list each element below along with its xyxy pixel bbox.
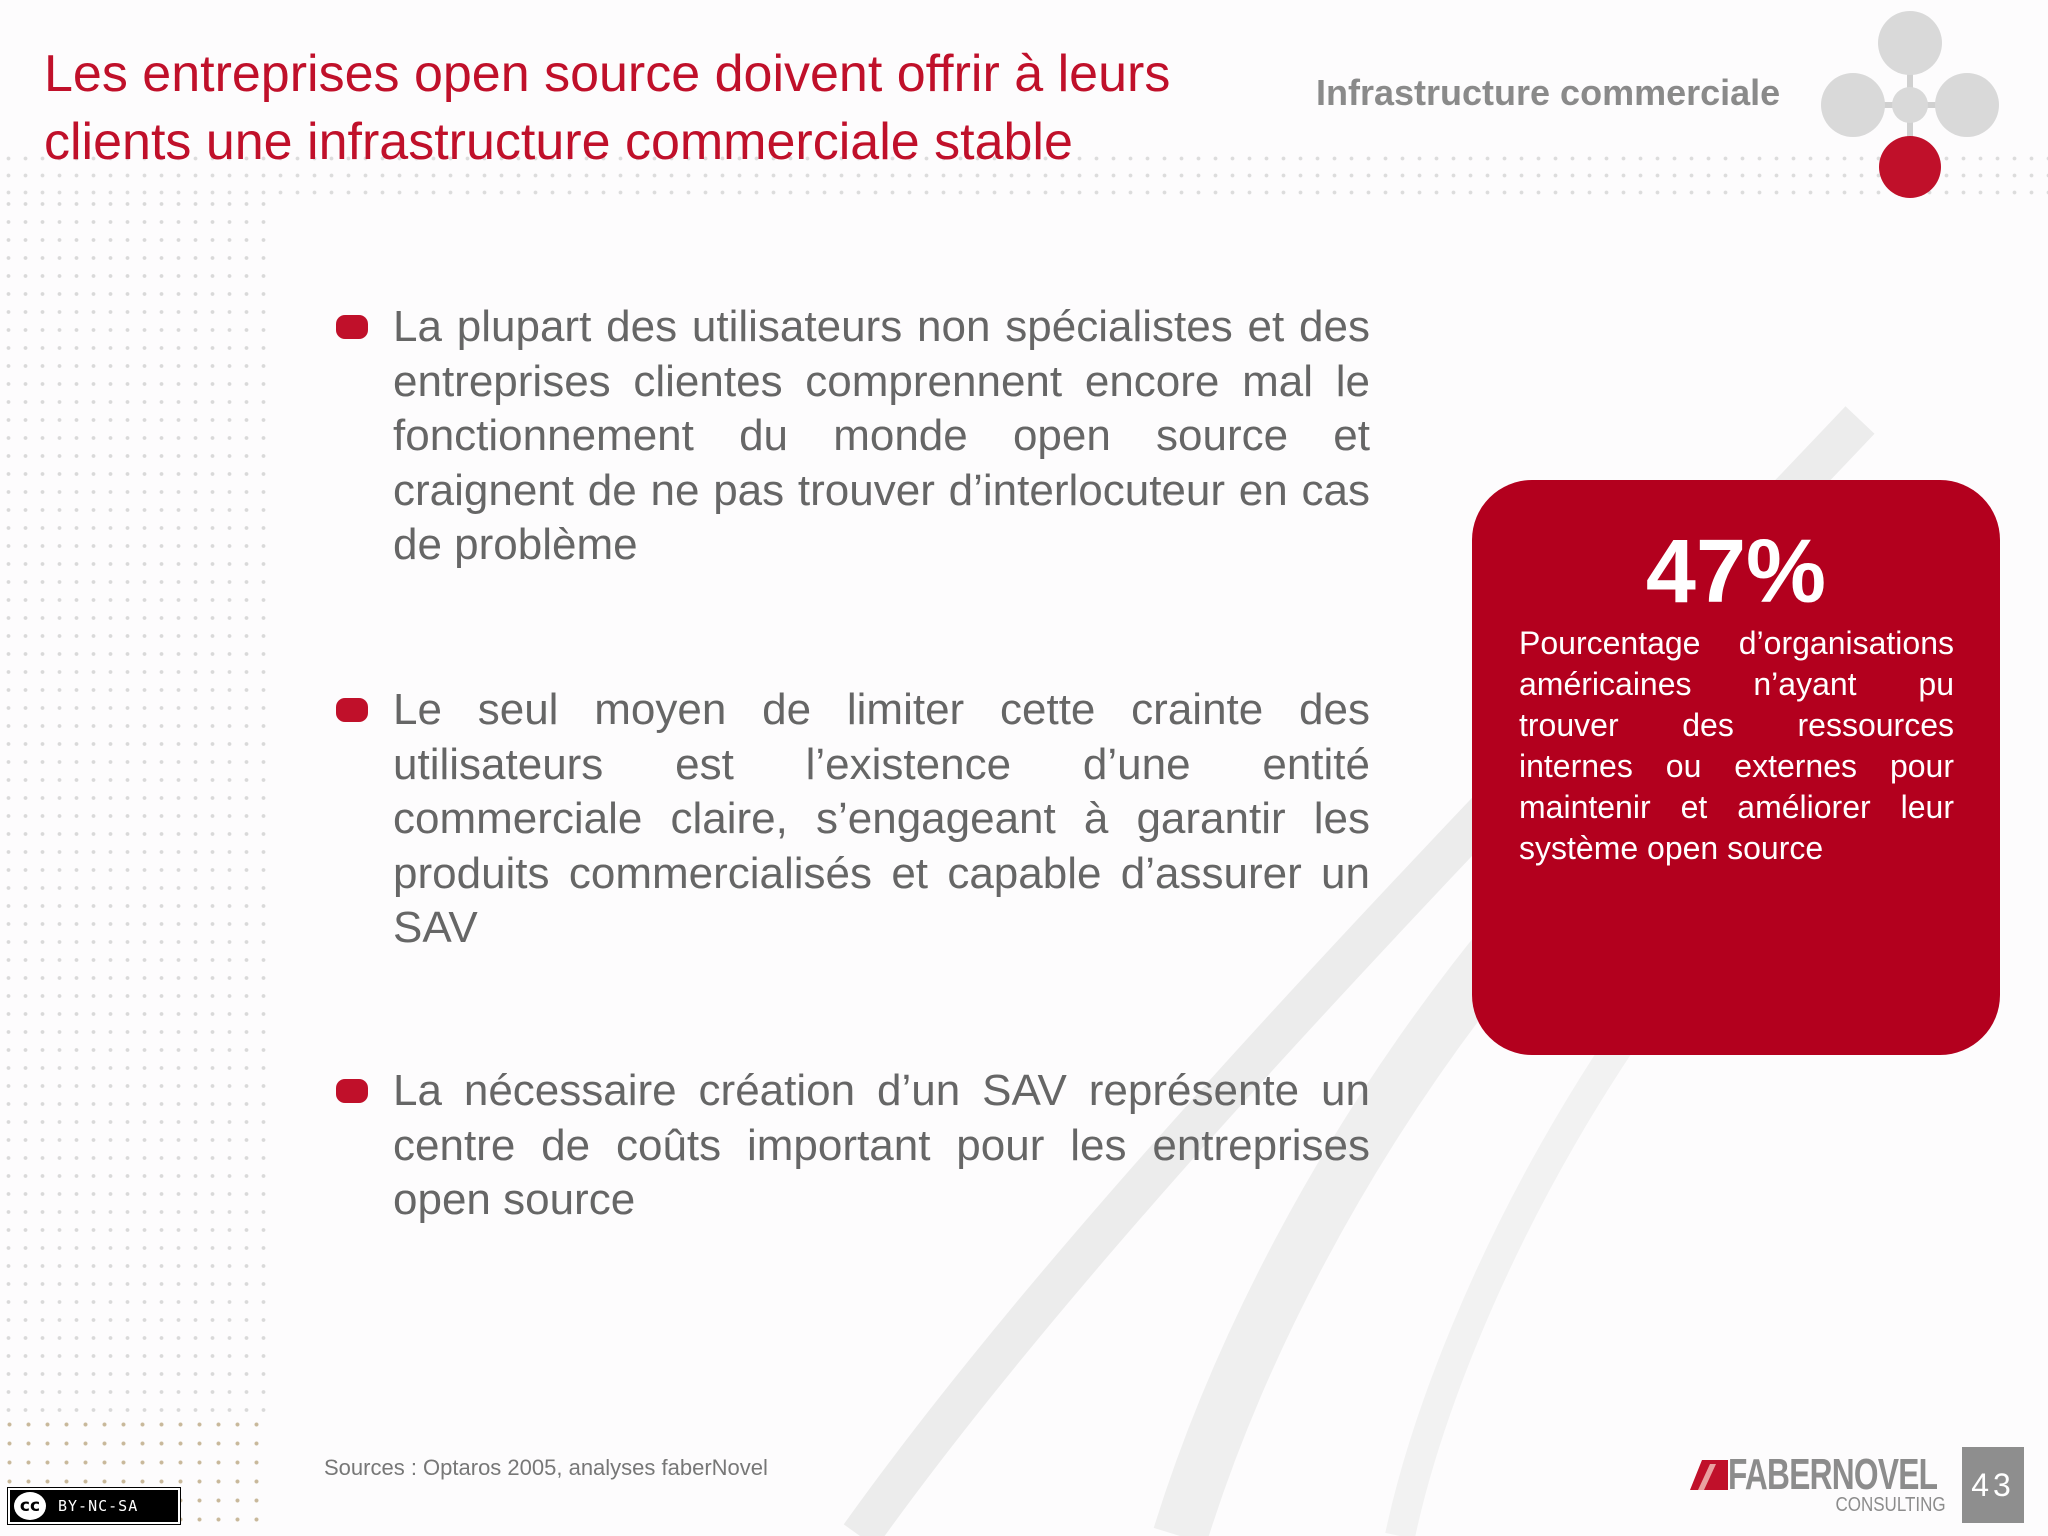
bullet-text: Le seul moyen de limiter cette crainte d… — [393, 685, 1370, 952]
stat-value: 47% — [1645, 522, 1827, 622]
section-label: Infrastructure commerciale — [1316, 72, 1781, 113]
stat-description: Pourcentage d’organisations américaines … — [1519, 625, 1954, 866]
dot-pattern-band — [0, 150, 2048, 202]
license-text: BY-NC-SA — [58, 1497, 139, 1515]
license-badge[interactable]: cc BY-NC-SA — [7, 1487, 181, 1525]
bullet-text: La plupart des utilisateurs non spéciali… — [393, 302, 1370, 569]
title-line-2: clients une infrastructure commerciale s… — [44, 113, 1073, 171]
page-title: Les entreprises open source doivent offr… — [44, 40, 1294, 176]
stat-callout: 47% Pourcentage d’organisations américai… — [1472, 480, 2000, 1055]
bullet-icon — [336, 1079, 368, 1103]
logo-name: FABERNOVEL — [1728, 1450, 1938, 1499]
bullet-text: La nécessaire création d’un SAV représen… — [393, 1066, 1370, 1224]
bullet-icon — [336, 698, 368, 722]
section-nav-icon — [1821, 11, 1999, 198]
title-line-1: Les entreprises open source doivent offr… — [44, 45, 1171, 103]
logo-mark-icon — [1690, 1460, 1728, 1490]
bullet-item: La plupart des utilisateurs non spéciali… — [335, 300, 1370, 573]
logo-subtitle: CONSULTING — [1835, 1494, 1946, 1516]
cc-icon: cc — [14, 1492, 46, 1520]
dot-pattern-left — [0, 195, 270, 1415]
bullet-item: La nécessaire création d’un SAV représen… — [335, 1064, 1370, 1228]
bullet-icon — [336, 315, 368, 339]
sources-note: Sources : Optaros 2005, analyses faberNo… — [324, 1455, 768, 1480]
page-number: 43 — [1962, 1447, 2024, 1523]
company-logo: FABERNOVEL CONSULTING — [1688, 1450, 1946, 1518]
bullet-item: Le seul moyen de limiter cette crainte d… — [335, 683, 1370, 956]
